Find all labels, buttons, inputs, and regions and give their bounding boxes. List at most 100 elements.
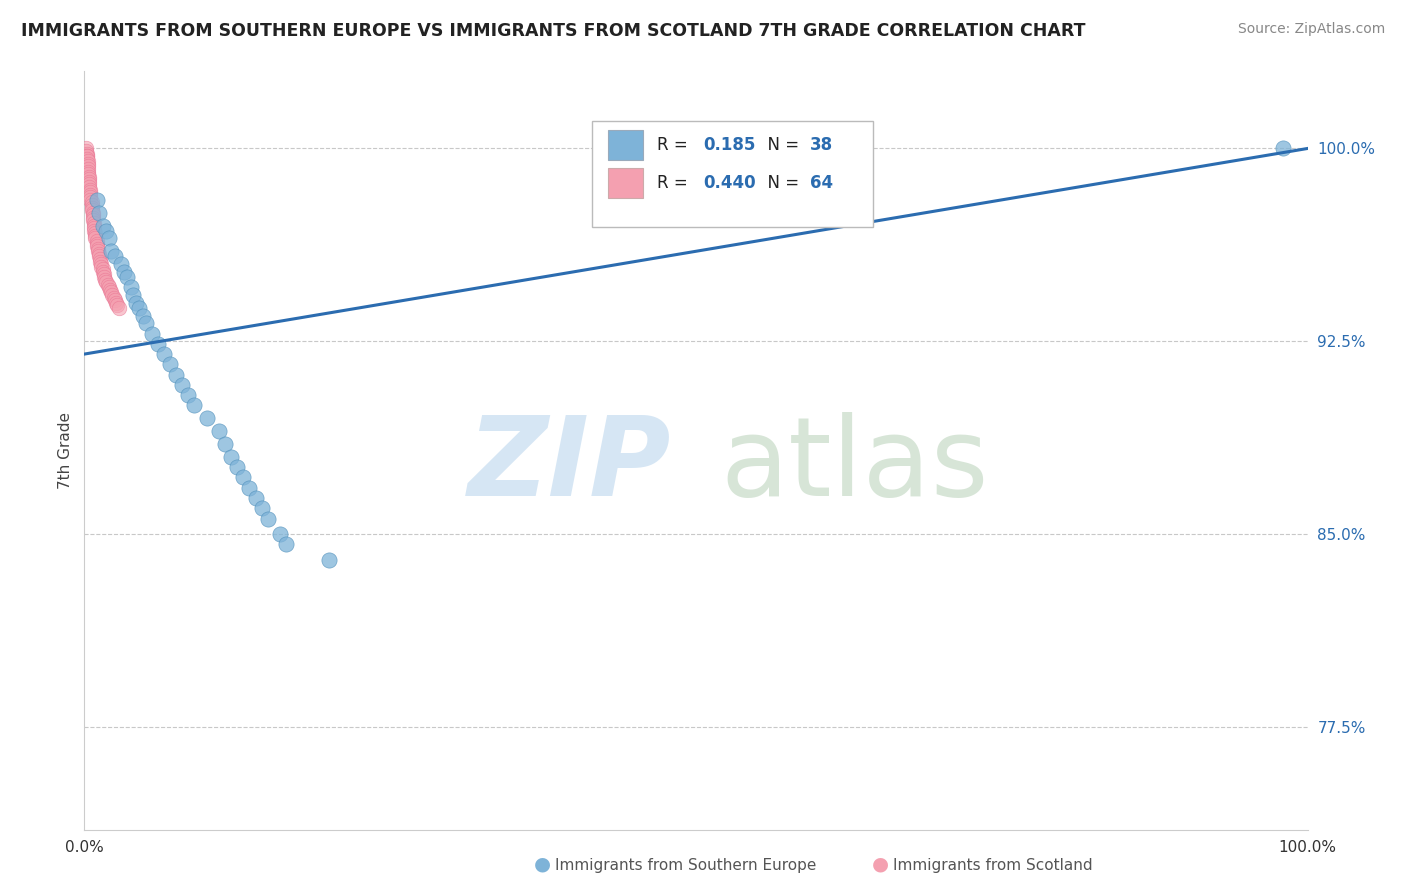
Point — [105, 295, 128, 310]
Point — [77, 172, 100, 186]
Point — [77, 160, 100, 174]
Point — [110, 257, 132, 271]
Point — [87, 249, 110, 263]
Text: Source: ZipAtlas.com: Source: ZipAtlas.com — [1237, 22, 1385, 37]
Point — [80, 195, 103, 210]
Point — [77, 154, 100, 169]
Point — [77, 161, 100, 176]
Y-axis label: 7th Grade: 7th Grade — [58, 412, 73, 489]
Point — [276, 537, 298, 551]
Point — [76, 149, 98, 163]
Point — [91, 219, 114, 233]
Point — [75, 141, 97, 155]
Point — [90, 257, 112, 271]
Point — [90, 260, 112, 274]
Point — [77, 180, 100, 194]
Point — [245, 491, 267, 505]
Point — [115, 270, 138, 285]
Point — [82, 208, 104, 222]
Point — [208, 424, 231, 438]
Point — [153, 347, 176, 361]
Point — [97, 280, 120, 294]
Point — [82, 205, 104, 219]
Point — [172, 378, 194, 392]
Point — [84, 227, 107, 241]
Point — [80, 201, 103, 215]
FancyBboxPatch shape — [607, 169, 644, 198]
Point — [219, 450, 242, 464]
Point — [120, 280, 142, 294]
Point — [97, 277, 120, 292]
Point — [83, 216, 105, 230]
Point — [87, 244, 110, 259]
Text: 0.185: 0.185 — [703, 136, 755, 154]
Text: N =: N = — [758, 136, 804, 154]
FancyBboxPatch shape — [592, 120, 873, 227]
Point — [79, 193, 101, 207]
Point — [82, 213, 104, 227]
Point — [104, 249, 127, 263]
Point — [107, 301, 129, 315]
Point — [91, 265, 114, 279]
Point — [132, 309, 155, 323]
Point — [89, 252, 111, 266]
Point — [84, 228, 107, 243]
Point — [76, 149, 98, 163]
Point — [257, 511, 280, 525]
Point — [93, 270, 115, 285]
Point — [87, 247, 110, 261]
Point — [84, 231, 107, 245]
Point — [105, 298, 128, 312]
Point — [77, 164, 100, 178]
Point — [165, 368, 187, 382]
Point — [135, 316, 157, 330]
Point — [238, 481, 260, 495]
Point — [100, 285, 122, 300]
Text: 38: 38 — [810, 136, 832, 154]
Text: Immigrants from Scotland: Immigrants from Scotland — [893, 858, 1092, 872]
Point — [77, 175, 100, 189]
Point — [89, 254, 111, 268]
Point — [128, 301, 150, 315]
Point — [79, 190, 101, 204]
Point — [183, 399, 205, 413]
Point — [83, 221, 105, 235]
Point — [96, 275, 118, 289]
Point — [87, 242, 110, 256]
Point — [79, 187, 101, 202]
Text: Immigrants from Southern Europe: Immigrants from Southern Europe — [555, 858, 817, 872]
Point — [80, 203, 103, 218]
Point — [83, 224, 105, 238]
Point — [83, 219, 105, 233]
Point — [159, 357, 181, 371]
Point — [87, 205, 110, 219]
Point — [232, 470, 254, 484]
Text: ●: ● — [872, 855, 889, 873]
Point — [141, 326, 163, 341]
Text: IMMIGRANTS FROM SOUTHERN EUROPE VS IMMIGRANTS FROM SCOTLAND 7TH GRADE CORRELATIO: IMMIGRANTS FROM SOUTHERN EUROPE VS IMMIG… — [21, 22, 1085, 40]
Point — [86, 193, 108, 207]
Point — [86, 234, 108, 248]
Point — [104, 293, 127, 307]
Text: R =: R = — [657, 174, 693, 192]
Point — [86, 236, 108, 251]
Point — [125, 295, 148, 310]
Point — [75, 144, 97, 158]
Point — [269, 527, 291, 541]
Point — [86, 239, 108, 253]
Point — [79, 185, 101, 199]
Point — [76, 146, 98, 161]
Point — [214, 437, 236, 451]
Text: ●: ● — [534, 855, 551, 873]
Text: atlas: atlas — [720, 412, 988, 519]
Point — [146, 336, 169, 351]
Text: R =: R = — [657, 136, 693, 154]
Point — [112, 265, 135, 279]
Point — [94, 272, 117, 286]
Point — [318, 552, 340, 566]
Point — [76, 152, 98, 166]
Point — [195, 411, 218, 425]
Point — [100, 244, 122, 259]
Point — [77, 178, 100, 192]
Point — [80, 198, 103, 212]
